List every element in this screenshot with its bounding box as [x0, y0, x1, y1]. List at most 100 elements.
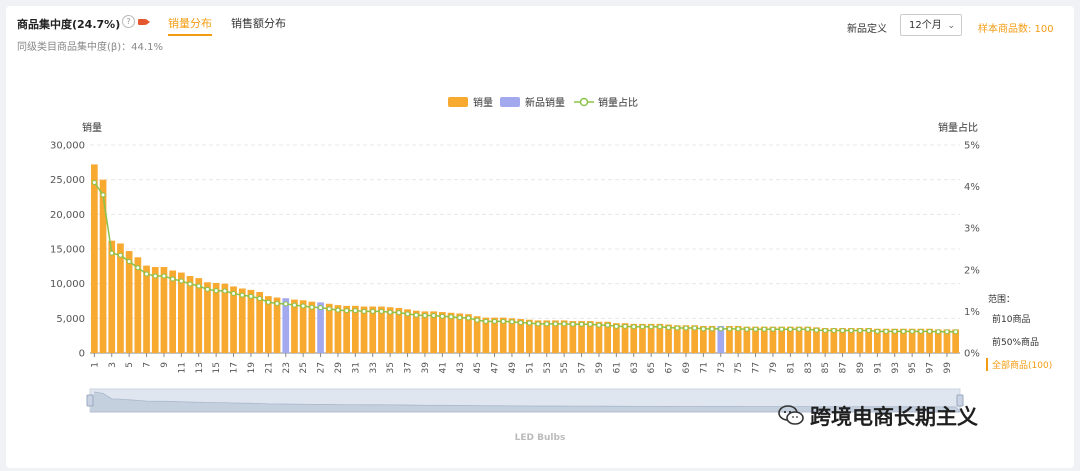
- bar: [256, 291, 263, 353]
- share-point: [805, 326, 811, 332]
- x-tick-label: 87: [839, 362, 849, 373]
- share-point: [152, 273, 158, 279]
- x-tick-label: 1: [90, 362, 100, 368]
- tab-sales-volume[interactable]: 销量分布: [168, 15, 212, 36]
- share-point: [813, 327, 819, 333]
- share-point: [709, 326, 715, 332]
- bar: [656, 323, 664, 353]
- share-point: [309, 304, 315, 310]
- bar: [317, 302, 324, 353]
- bar: [952, 329, 959, 353]
- video-icon[interactable]: [138, 19, 150, 25]
- x-tick-label: 63: [630, 362, 640, 373]
- share-point: [318, 305, 324, 311]
- bar: [613, 323, 620, 353]
- share-point: [596, 322, 602, 328]
- x-tick-label: 57: [578, 362, 588, 373]
- share-point: [570, 321, 576, 327]
- x-tick-label: 97: [926, 362, 936, 373]
- y-tick-right: 2%: [964, 265, 980, 276]
- help-circle-icon[interactable]: ?: [122, 15, 135, 28]
- bar: [282, 298, 290, 353]
- share-point: [761, 326, 767, 332]
- bar: [91, 164, 98, 353]
- x-tick-label: 51: [525, 362, 535, 373]
- share-point: [909, 328, 915, 334]
- share-point: [213, 288, 219, 294]
- x-tick-label: 55: [560, 362, 570, 373]
- x-tick-label: 5: [125, 362, 135, 368]
- bar: [352, 305, 359, 353]
- share-point: [291, 302, 297, 308]
- bar: [778, 326, 785, 353]
- share-point: [196, 283, 202, 289]
- share-point: [474, 317, 480, 323]
- bar: [378, 306, 385, 353]
- bar: [325, 303, 333, 353]
- y-tick-left: 30,000: [50, 141, 85, 152]
- share-point: [866, 328, 872, 334]
- y-tick-left: 5,000: [56, 314, 85, 325]
- bar: [787, 326, 794, 353]
- zoom-handle-right[interactable]: [956, 394, 964, 407]
- share-point: [361, 308, 367, 314]
- x-tick-label: 75: [734, 362, 744, 373]
- bar: [169, 270, 176, 353]
- x-tick-label: 71: [699, 362, 709, 373]
- zoom-handle-left[interactable]: [86, 394, 94, 407]
- x-tick-label: 79: [769, 362, 779, 374]
- bar: [665, 324, 672, 353]
- bar: [395, 307, 403, 353]
- share-point: [265, 299, 271, 305]
- legend-swatch-2: [500, 97, 520, 107]
- x-tick-label: 41: [438, 362, 448, 373]
- legend-label-3: 销量占比: [598, 96, 638, 109]
- bar: [125, 251, 133, 353]
- page-title: 商品集中度(24.7%): [17, 18, 121, 31]
- share-point: [248, 293, 254, 299]
- bar: [447, 312, 455, 353]
- bar: [273, 297, 281, 353]
- share-point: [718, 326, 724, 332]
- bar: [178, 272, 185, 353]
- share-point: [944, 329, 950, 335]
- y-tick-right: 0%: [964, 349, 980, 360]
- share-point: [822, 328, 828, 334]
- y-tick-left: 25,000: [50, 175, 85, 186]
- share-point: [396, 310, 402, 316]
- share-point: [631, 324, 637, 330]
- share-point: [405, 311, 411, 317]
- bar: [856, 328, 864, 353]
- bar: [439, 312, 446, 353]
- x-tick-label: 61: [612, 362, 622, 373]
- bar: [499, 317, 507, 353]
- scope-option-all[interactable]: 全部商品(100): [986, 358, 1052, 371]
- period-select[interactable]: 12个月 ⌄: [900, 14, 962, 36]
- bar: [404, 309, 411, 353]
- x-tick-label: 7: [143, 362, 153, 368]
- bar: [99, 179, 107, 353]
- x-tick-label: 39: [421, 362, 431, 374]
- share-point: [204, 286, 210, 292]
- bar: [473, 316, 481, 353]
- bar: [465, 314, 472, 353]
- share-point: [431, 313, 437, 319]
- sample-count: 样本商品数: 100: [978, 24, 1054, 35]
- share-point: [387, 309, 393, 315]
- bar: [238, 288, 246, 353]
- bar: [334, 305, 342, 353]
- share-point: [413, 312, 419, 318]
- share-point: [126, 258, 132, 264]
- bar: [621, 323, 629, 353]
- scope-option-top10[interactable]: 前10商品: [992, 315, 1031, 325]
- scope-option-top50[interactable]: 前50%商品: [992, 338, 1040, 348]
- tab-sales-revenue[interactable]: 销售额分布: [231, 17, 286, 30]
- x-tick-label: 59: [595, 362, 605, 374]
- bar: [186, 276, 194, 353]
- share-point: [526, 320, 532, 326]
- share-point: [91, 179, 97, 185]
- bar: [934, 329, 942, 353]
- share-point: [770, 326, 776, 332]
- x-tick-label: 53: [543, 362, 553, 373]
- x-tick-label: 13: [195, 362, 205, 373]
